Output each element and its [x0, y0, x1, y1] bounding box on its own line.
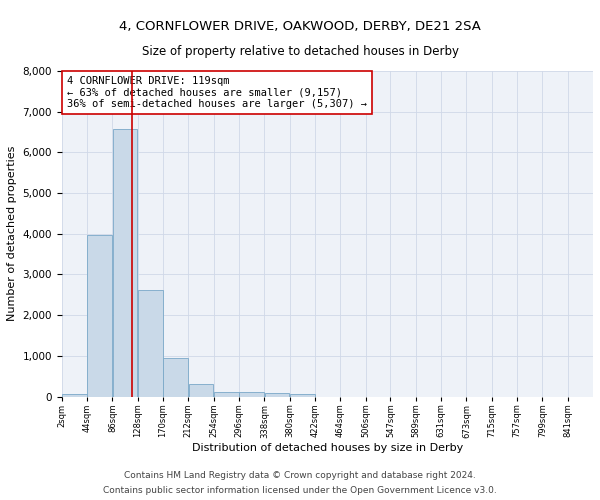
Bar [188, 384, 214, 396]
Bar [239, 392, 264, 396]
Bar [138, 290, 163, 397]
Bar [265, 393, 289, 396]
Y-axis label: Number of detached properties: Number of detached properties [7, 146, 17, 322]
Text: Contains HM Land Registry data © Crown copyright and database right 2024.: Contains HM Land Registry data © Crown c… [124, 471, 476, 480]
Text: 4 CORNFLOWER DRIVE: 119sqm
← 63% of detached houses are smaller (9,157)
36% of s: 4 CORNFLOWER DRIVE: 119sqm ← 63% of deta… [67, 76, 367, 109]
Text: 4, CORNFLOWER DRIVE, OAKWOOD, DERBY, DE21 2SA: 4, CORNFLOWER DRIVE, OAKWOOD, DERBY, DE2… [119, 20, 481, 33]
Bar [113, 129, 137, 396]
Bar [290, 394, 315, 396]
Bar [88, 235, 112, 396]
Bar [62, 394, 87, 396]
X-axis label: Distribution of detached houses by size in Derby: Distribution of detached houses by size … [192, 443, 463, 453]
Bar [214, 392, 239, 396]
Text: Size of property relative to detached houses in Derby: Size of property relative to detached ho… [142, 45, 458, 58]
Text: Contains public sector information licensed under the Open Government Licence v3: Contains public sector information licen… [103, 486, 497, 495]
Bar [163, 358, 188, 397]
